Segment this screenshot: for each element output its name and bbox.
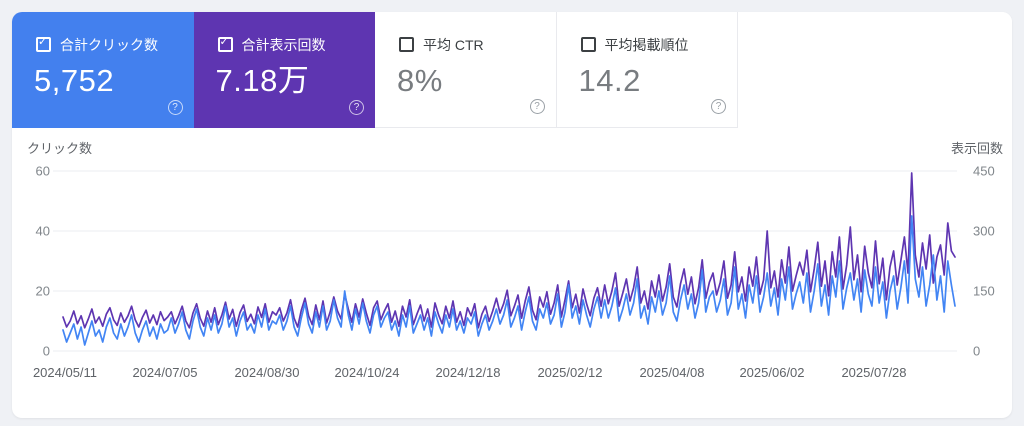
help-question-icon[interactable] — [167, 100, 183, 115]
chart-area: 60 40 20 0 450 300 150 0 クリック数 表示回数 2024/05/11 2024… — [12, 128, 1012, 406]
y-axis-left-tick: 40 — [36, 224, 50, 239]
checkbox-checked-icon[interactable] — [217, 37, 233, 52]
metric-header: 合計クリック数 — [36, 37, 194, 52]
performance-panel: 合計クリック数 5,752 合計表示回数 7.18万 平均 CTR 8% 平 — [12, 12, 1012, 418]
metric-tile-total-clicks[interactable]: 合計クリック数 5,752 — [12, 12, 194, 128]
metric-value: 14.2 — [578, 63, 641, 98]
right-axis-title: 表示回数 — [951, 141, 1003, 156]
metric-label: 合計クリック数 — [60, 36, 158, 53]
x-axis-tick: 2024/08/30 — [234, 365, 299, 380]
help-question-icon[interactable] — [711, 99, 726, 114]
metric-value: 7.18万 — [215, 63, 310, 98]
x-axis-tick: 2024/12/18 — [435, 365, 500, 380]
metric-header: 平均掲載順位 — [580, 36, 738, 53]
metric-header: 合計表示回数 — [217, 36, 376, 53]
x-axis-tick: 2025/04/08 — [639, 365, 704, 380]
checkbox-unchecked-icon[interactable] — [580, 37, 596, 52]
x-axis-tick: 2024/10/24 — [334, 365, 399, 380]
performance-chart[interactable]: 60 40 20 0 450 300 150 0 クリック数 表示回数 2024/05/11 2024… — [12, 128, 1012, 406]
x-axis-tick: 2024/07/05 — [132, 365, 197, 380]
clicks-line — [62, 215, 956, 346]
x-axis-tick: 2025/02/12 — [537, 365, 602, 380]
y-axis-right-tick: 150 — [973, 284, 995, 299]
metric-tile-total-impressions[interactable]: 合計表示回数 7.18万 — [193, 12, 376, 128]
metric-tile-average-position[interactable]: 平均掲載順位 14.2 — [556, 12, 738, 128]
metric-label: 合計表示回数 — [241, 36, 326, 53]
y-axis-right-tick: 300 — [973, 224, 995, 239]
metric-label: 平均掲載順位 — [604, 36, 689, 53]
metric-value: 5,752 — [34, 63, 115, 98]
y-axis-left-tick: 0 — [43, 344, 50, 359]
metric-label: 平均 CTR — [423, 36, 484, 53]
help-question-icon[interactable] — [529, 99, 545, 114]
metric-header: 平均 CTR — [399, 37, 556, 52]
y-axis-right-tick: 0 — [973, 344, 980, 359]
metric-tiles-row: 合計クリック数 5,752 合計表示回数 7.18万 平均 CTR 8% 平 — [12, 12, 1012, 128]
tiles-row-filler — [738, 12, 1012, 128]
y-axis-right-tick: 450 — [973, 164, 995, 179]
checkbox-unchecked-icon[interactable] — [399, 37, 414, 52]
impressions-line — [62, 172, 956, 329]
y-axis-left-tick: 20 — [36, 284, 50, 299]
left-axis-title: クリック数 — [27, 141, 92, 156]
metric-tile-average-ctr[interactable]: 平均 CTR 8% — [375, 12, 557, 128]
y-axis-left-tick: 60 — [36, 164, 50, 179]
x-axis-tick: 2025/07/28 — [841, 365, 906, 380]
checkbox-checked-icon[interactable] — [36, 37, 51, 52]
metric-value: 8% — [397, 63, 443, 98]
x-axis-tick: 2024/05/11 — [33, 365, 97, 380]
x-axis-tick: 2025/06/02 — [739, 365, 804, 380]
help-question-icon[interactable] — [349, 100, 364, 115]
